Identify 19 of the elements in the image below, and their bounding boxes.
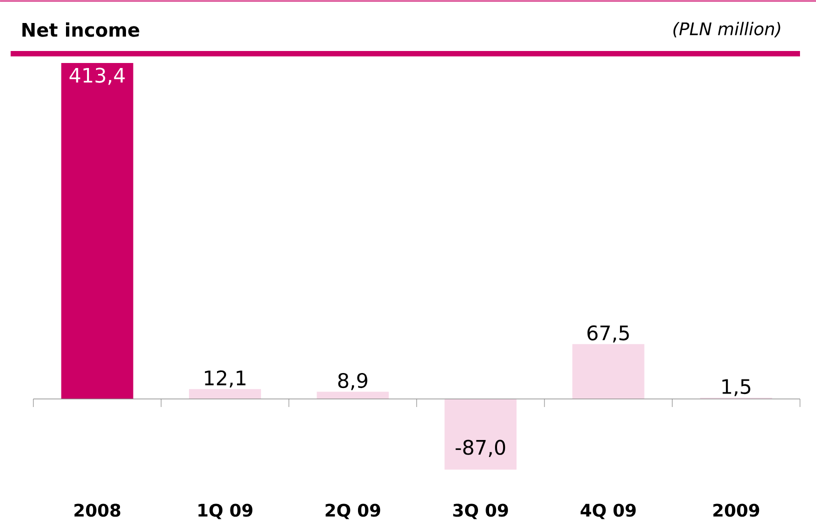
bar	[316, 392, 389, 399]
x-tick-label: 2008	[74, 504, 120, 517]
chart-subtitle: (PLN million)	[673, 22, 780, 38]
data-label: 67,5	[587, 325, 629, 342]
chart-title: Net income	[22, 22, 140, 37]
data-label: -87,0	[456, 440, 506, 457]
x-tick-label: 3Q 09	[453, 504, 508, 520]
x-tick-label: 4Q 09	[580, 504, 636, 520]
x-tick-label: 2009	[713, 504, 760, 517]
data-label: 8,9	[338, 372, 368, 390]
x-tick-label: 2Q 09	[326, 504, 380, 520]
bar	[572, 344, 644, 399]
data-label: 413,4	[70, 68, 125, 85]
bar	[444, 398, 517, 470]
x-tick-label: 1Q 09	[198, 504, 252, 520]
bar	[189, 389, 262, 399]
data-label: 1,5	[722, 379, 750, 396]
data-label: 12,1	[204, 370, 246, 388]
bar	[61, 62, 134, 399]
